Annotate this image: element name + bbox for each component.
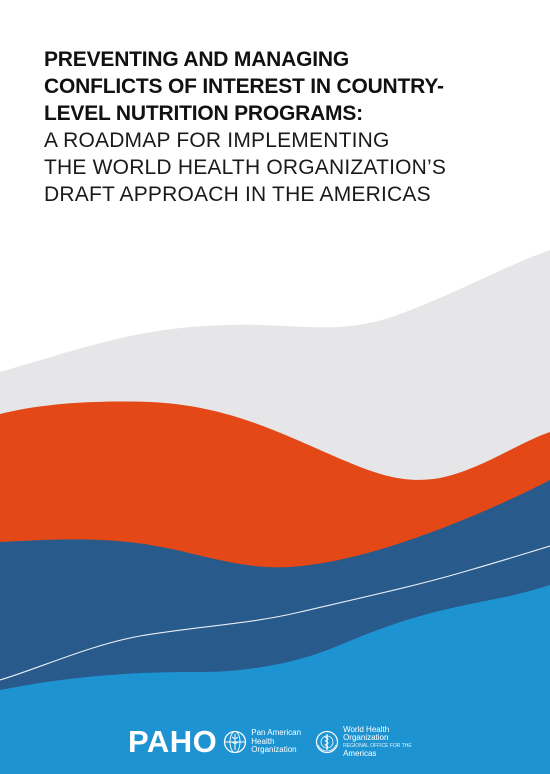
title-bold-line: LEVEL NUTRITION PROGRAMS: (44, 102, 363, 125)
subtitle-line: THE WORLD HEALTH ORGANIZATION’S (44, 156, 447, 179)
subtitle: A ROADMAP FOR IMPLEMENTING THE WORLD HEA… (44, 127, 524, 208)
paho-globe-emblem-icon (224, 730, 247, 754)
who-sub-line: REGIONAL OFFICE FOR THE (343, 742, 412, 749)
title-bold-line: CONFLICTS OF INTEREST IN COUNTRY- (44, 75, 444, 98)
paho-name-line: Organization (251, 745, 297, 755)
white-line (0, 545, 550, 681)
subtitle-line: A ROADMAP FOR IMPLEMENTING (44, 129, 390, 152)
paho-name-line: Pan American (251, 728, 302, 738)
paho-name: Pan American Health Organization (251, 729, 301, 755)
subtitle-line: DRAFT APPROACH IN THE AMERICAS (44, 183, 431, 206)
who-region: Americas (343, 748, 377, 758)
blue-wave (0, 585, 550, 774)
paho-wordmark: PAHO (128, 724, 218, 759)
who-name-line: Organization (343, 733, 389, 743)
who-emblem-icon (315, 730, 339, 754)
title-bold: PREVENTING AND MANAGING CONFLICTS OF INT… (44, 46, 524, 127)
who-name-line: World Health (343, 724, 390, 734)
publisher-logos: PAHO Pan American Health Organization Wo… (128, 724, 412, 760)
who-name: World Health Organization REGIONAL OFFIC… (343, 724, 412, 759)
title-bold-line: PREVENTING AND MANAGING (44, 48, 349, 71)
cover-title: PREVENTING AND MANAGING CONFLICTS OF INT… (44, 46, 524, 208)
paho-name-line: Health (251, 736, 275, 746)
